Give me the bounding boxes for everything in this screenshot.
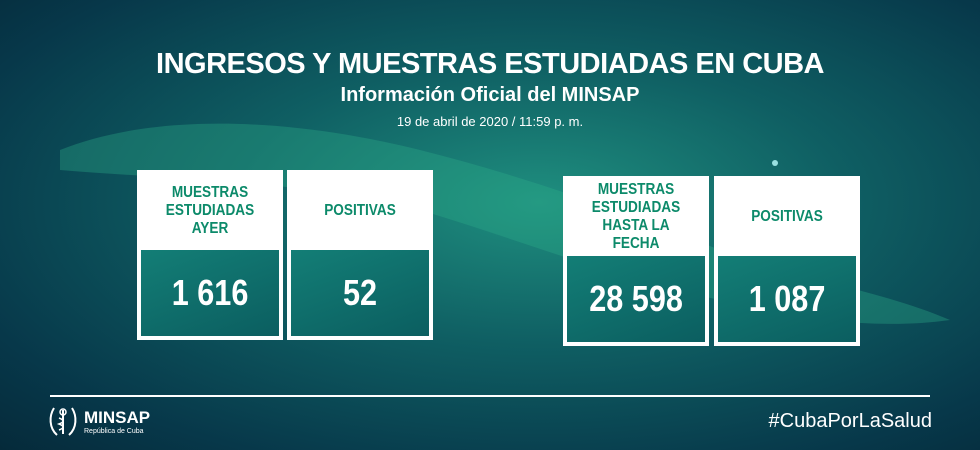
card-label: POSITIVAS: [324, 202, 396, 219]
report-date: 19 de abril de 2020 / 11:59 p. m.: [396, 114, 584, 129]
card-value: 1 087: [718, 256, 856, 342]
card-muestras-ayer: MUESTRAS ESTUDIADAS AYER 1 616: [137, 170, 283, 340]
card-positivas-total: POSITIVAS 1 087: [714, 176, 860, 346]
card-value: 1 616: [141, 250, 279, 336]
page-title: INGRESOS Y MUESTRAS ESTUDIADAS EN CUBA: [156, 48, 824, 80]
card-value: 28 598: [567, 256, 705, 342]
hashtag: #CubaPorLaSalud: [768, 410, 932, 432]
minsap-logo: MINSAP República de Cuba: [48, 404, 150, 438]
card-label: POSITIVAS: [751, 208, 823, 225]
logo-subtitle: República de Cuba: [84, 427, 144, 435]
card-value: 52: [291, 250, 429, 336]
page-subtitle: Información Oficial del MINSAP: [340, 84, 640, 106]
card-label: MUESTRAS ESTUDIADAS HASTA LA FECHA: [591, 181, 681, 252]
footer-divider: [50, 395, 930, 397]
card-label: MUESTRAS ESTUDIADAS AYER: [165, 184, 255, 237]
caduceus-emblem-icon: [49, 407, 77, 436]
card-muestras-total: MUESTRAS ESTUDIADAS HASTA LA FECHA 28 59…: [563, 176, 709, 346]
card-positivas-ayer: POSITIVAS 52: [287, 170, 433, 340]
logo-name: MINSAP: [84, 407, 151, 427]
